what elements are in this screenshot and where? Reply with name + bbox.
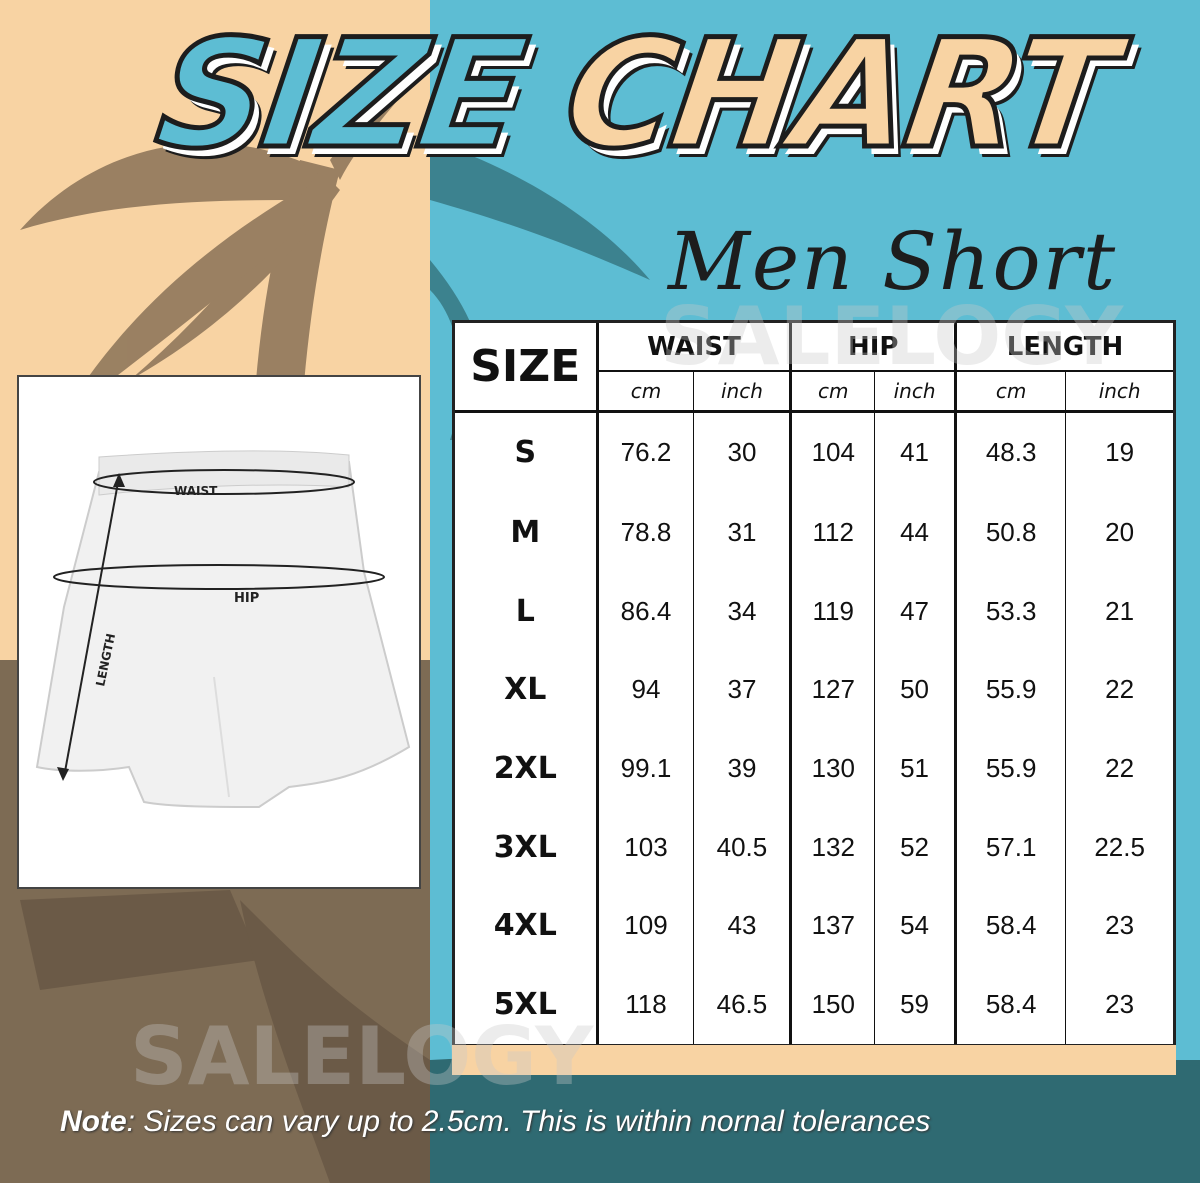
- value-cell: 137: [789, 886, 875, 966]
- note-text: : Sizes can vary up to 2.5cm. This is wi…: [126, 1105, 931, 1138]
- note: Note: Sizes can vary up to 2.5cm. This i…: [60, 1105, 930, 1139]
- unit-header: cm: [789, 371, 875, 413]
- value-cell: 58.4: [954, 965, 1066, 1044]
- value-cell: 43: [693, 886, 791, 966]
- table-row: M 78.8 31 112 44 50.8 20: [455, 493, 1173, 572]
- size-cell: 3XL: [455, 807, 599, 887]
- value-cell: 46.5: [693, 965, 791, 1044]
- hip-label: HIP: [234, 591, 259, 606]
- value-cell: 34: [693, 571, 791, 651]
- value-cell: 22: [1065, 650, 1173, 730]
- value-cell: 37: [693, 650, 791, 730]
- value-cell: 20: [1065, 493, 1173, 572]
- value-cell: 59: [874, 965, 956, 1044]
- value-cell: 30: [693, 411, 791, 494]
- watermark: SALELOGY: [660, 290, 1124, 383]
- value-cell: 94: [631, 674, 661, 705]
- unit-header: inch: [874, 371, 956, 413]
- length-header: LENGTH: [954, 323, 1173, 372]
- value-cell: 132: [789, 807, 875, 887]
- value-cell: 103: [624, 831, 668, 862]
- value-cell: 54: [874, 886, 956, 966]
- title-chart: CHART: [553, 6, 1125, 185]
- unit-header: cm: [954, 371, 1066, 413]
- waist-header: WAIST: [597, 323, 791, 372]
- table-row: 5XL 118 46.5 150 59 58.4 23: [455, 965, 1173, 1044]
- value-cell: 19: [1065, 411, 1173, 494]
- value-cell: 86.4: [620, 595, 672, 626]
- value-cell: 78.8: [620, 516, 672, 547]
- value-cell: 23: [1065, 965, 1173, 1044]
- value-cell: 57.1: [954, 807, 1066, 887]
- value-cell: 52: [874, 807, 956, 887]
- hip-header: HIP: [789, 323, 956, 372]
- size-cell: 4XL: [455, 886, 599, 966]
- note-label: Note: [60, 1105, 127, 1138]
- page-subtitle: Men Short: [668, 215, 1118, 308]
- value-cell: 55.9: [954, 729, 1066, 808]
- value-cell: 104: [789, 411, 875, 494]
- value-cell: 130: [789, 729, 875, 808]
- table-row: S 76.2 30 104 41 48.3 19: [455, 411, 1173, 494]
- size-header: SIZE: [455, 323, 599, 413]
- size-cell: M: [455, 493, 599, 572]
- table-row: L 86.4 34 119 47 53.3 21: [455, 571, 1173, 651]
- value-cell: 119: [789, 571, 875, 651]
- value-cell: 55.9: [954, 650, 1066, 730]
- value-cell: 76.2: [620, 437, 672, 468]
- waist-label: WAIST: [174, 484, 218, 498]
- table-footer-strip: [452, 1045, 1176, 1075]
- value-cell: 44: [874, 493, 956, 572]
- value-cell: 47: [874, 571, 956, 651]
- page-title: SIZE CHART: [145, 6, 1125, 185]
- value-cell: 150: [789, 965, 875, 1044]
- value-cell: 31: [693, 493, 791, 572]
- unit-header: cm: [597, 371, 694, 413]
- unit-header: inch: [693, 371, 791, 413]
- size-cell: 2XL: [455, 729, 599, 808]
- value-cell: 40.5: [693, 807, 791, 887]
- value-cell: 23: [1065, 886, 1173, 966]
- title-size: SIZE: [145, 6, 534, 185]
- value-cell: 109: [624, 910, 668, 941]
- value-cell: 22: [1065, 729, 1173, 808]
- watermark: SALELOGY: [130, 1010, 594, 1103]
- value-cell: 58.4: [954, 886, 1066, 966]
- size-cell: XL: [455, 650, 599, 730]
- value-cell: 21: [1065, 571, 1173, 651]
- value-cell: 51: [874, 729, 956, 808]
- value-cell: 53.3: [954, 571, 1066, 651]
- value-cell: 112: [789, 493, 875, 572]
- value-cell: 118: [625, 989, 667, 1020]
- unit-header: inch: [1065, 371, 1173, 413]
- value-cell: 50: [874, 650, 956, 730]
- value-cell: 127: [789, 650, 875, 730]
- table-row: 4XL 109 43 137 54 58.4 23: [455, 886, 1173, 966]
- size-table: SIZE WAIST HIP LENGTH cm inch cm inch cm…: [452, 320, 1176, 1047]
- table-row: 2XL 99.1 39 130 51 55.9 22: [455, 729, 1173, 808]
- value-cell: 99.1: [620, 753, 672, 784]
- shorts-illustration: WAIST HIP LENGTH: [35, 450, 411, 809]
- value-cell: 22.5: [1065, 807, 1173, 887]
- table-row: XL 94 37 127 50 55.9 22: [455, 650, 1173, 730]
- value-cell: 41: [874, 411, 956, 494]
- size-cell: 5XL: [455, 965, 599, 1044]
- value-cell: 48.3: [954, 411, 1066, 494]
- size-cell: S: [455, 411, 599, 494]
- shorts-diagram: WAIST HIP LENGTH: [17, 375, 421, 889]
- table-row: 3XL 103 40.5 132 52 57.1 22.5: [455, 807, 1173, 887]
- size-cell: L: [455, 571, 599, 651]
- value-cell: 39: [693, 729, 791, 808]
- value-cell: 50.8: [954, 493, 1066, 572]
